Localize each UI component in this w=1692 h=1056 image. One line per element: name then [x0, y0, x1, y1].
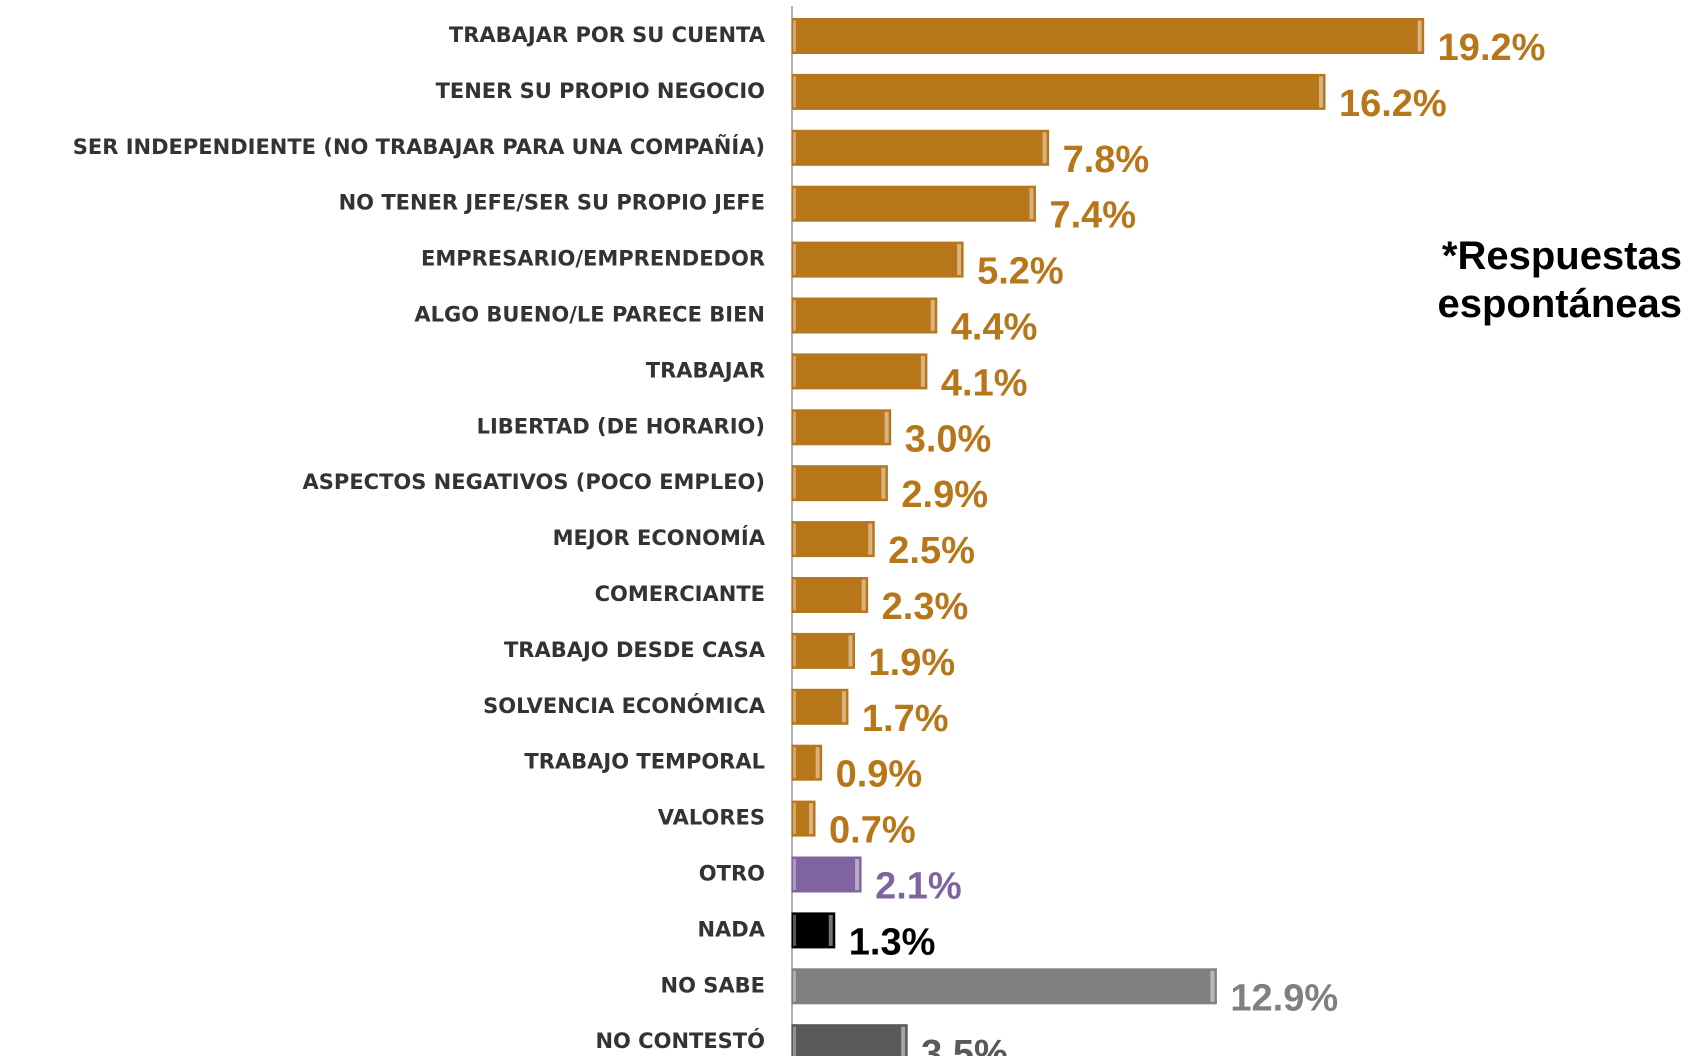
- bar-bevel: [793, 411, 796, 443]
- bar: [791, 912, 836, 949]
- bar-bevel: [930, 300, 935, 331]
- category-label: VALORES: [658, 806, 765, 830]
- category-label: ALGO BUENO/LE PARECE BIEN: [414, 303, 765, 327]
- bar-bevel: [793, 859, 796, 890]
- category-label: NO CONTESTÓ: [595, 1028, 765, 1053]
- value-label: 7.8%: [1063, 139, 1150, 181]
- bar-bevel: [815, 747, 820, 779]
- bar: [791, 18, 1425, 54]
- value-label: 12.9%: [1230, 977, 1338, 1019]
- bar-bevel: [793, 300, 796, 331]
- value-label: 5.2%: [977, 251, 1064, 293]
- value-label: 0.9%: [836, 754, 923, 796]
- category-label: TRABAJO TEMPORAL: [524, 750, 765, 774]
- bar-bevel: [793, 970, 796, 1002]
- bar: [791, 744, 823, 781]
- value-label: 2.5%: [888, 530, 975, 572]
- bar-bevel: [855, 859, 860, 890]
- annotation: *Respuestas espontáneas: [1437, 234, 1682, 326]
- bar-bevel: [1042, 132, 1047, 164]
- bar-bevel: [1318, 76, 1323, 108]
- value-label: 16.2%: [1339, 83, 1447, 125]
- bar: [791, 968, 1217, 1005]
- bar: [791, 353, 928, 390]
- bar-bevel: [809, 803, 814, 835]
- bar-bevel: [793, 803, 796, 835]
- bar: [791, 856, 862, 893]
- bar: [791, 632, 856, 669]
- bar: [791, 465, 888, 502]
- bar-bevel: [793, 747, 796, 779]
- value-label: 4.4%: [951, 307, 1038, 349]
- bar-bevel: [793, 523, 796, 555]
- bar: [791, 297, 938, 334]
- bar: [791, 241, 964, 278]
- bar-bevel: [793, 20, 796, 52]
- bar-bevel: [1417, 20, 1422, 52]
- value-label: 1.9%: [869, 642, 956, 684]
- bar-bevel: [1029, 188, 1034, 220]
- bar-bevel: [1210, 970, 1215, 1002]
- bar: [791, 73, 1326, 110]
- bar: [791, 185, 1036, 222]
- bar-bevel: [793, 635, 796, 667]
- bar-bevel: [793, 76, 796, 108]
- category-label: NO SABE: [661, 973, 765, 997]
- bar: [791, 688, 849, 725]
- bar-bevel: [957, 244, 962, 276]
- bar-bevel: [881, 467, 886, 499]
- value-label: 19.2%: [1438, 27, 1546, 69]
- category-label: TRABAJAR POR SU CUENTA: [449, 23, 766, 47]
- bar-bevel: [793, 914, 796, 946]
- bar-bevel: [793, 579, 796, 611]
- category-label: OTRO: [699, 862, 765, 886]
- bar: [791, 129, 1050, 166]
- category-label: EMPRESARIO/EMPRENDEDOR: [421, 247, 765, 271]
- value-label: 1.3%: [849, 921, 936, 963]
- bar: [791, 1024, 908, 1056]
- bar-bevel: [828, 914, 833, 946]
- bar-bevel: [793, 132, 796, 164]
- bar-bevel: [920, 355, 925, 387]
- bar: [791, 577, 869, 613]
- bar: [791, 800, 816, 837]
- value-label: 2.3%: [882, 586, 969, 628]
- category-label: SER INDEPENDIENTE (NO TRABAJAR PARA UNA …: [73, 134, 765, 159]
- bar-bevel: [868, 523, 873, 555]
- bar: [791, 409, 892, 446]
- category-label: TENER SU PROPIO NEGOCIO: [436, 79, 765, 103]
- value-label: 2.1%: [875, 866, 962, 908]
- category-label: TRABAJO DESDE CASA: [504, 638, 766, 662]
- bar-bevel: [793, 691, 796, 723]
- bar-bevel: [793, 1026, 796, 1056]
- category-label: TRABAJAR: [646, 358, 765, 382]
- bar: [791, 521, 875, 558]
- value-label: 3.5%: [921, 1033, 1008, 1056]
- bar-bevel: [793, 188, 796, 220]
- category-label: SOLVENCIA ECONÓMICA: [483, 693, 766, 718]
- value-label: 0.7%: [829, 810, 916, 852]
- value-label: 2.9%: [901, 474, 988, 516]
- bar-bevel: [861, 579, 866, 611]
- value-label: 4.1%: [941, 362, 1028, 404]
- category-label: MEJOR ECONOMÍA: [553, 525, 766, 550]
- category-label: NO TENER JEFE/SER SU PROPIO JEFE: [339, 191, 765, 215]
- value-label: 3.0%: [905, 418, 992, 460]
- category-label: ASPECTOS NEGATIVOS (POCO EMPLEO): [303, 470, 765, 494]
- bar-bevel: [901, 1026, 906, 1056]
- bar-bevel: [884, 411, 889, 443]
- bar-bevel: [841, 691, 846, 723]
- category-label: COMERCIANTE: [595, 582, 765, 606]
- bar-bevel: [793, 244, 796, 276]
- bar-bevel: [848, 635, 853, 667]
- bar-bevel: [793, 355, 796, 387]
- value-label: 7.4%: [1049, 195, 1136, 237]
- category-label: NADA: [697, 917, 765, 941]
- category-label: LIBERTAD (DE HORARIO): [477, 414, 765, 438]
- value-label: 1.7%: [862, 698, 949, 740]
- bar-bevel: [793, 467, 796, 499]
